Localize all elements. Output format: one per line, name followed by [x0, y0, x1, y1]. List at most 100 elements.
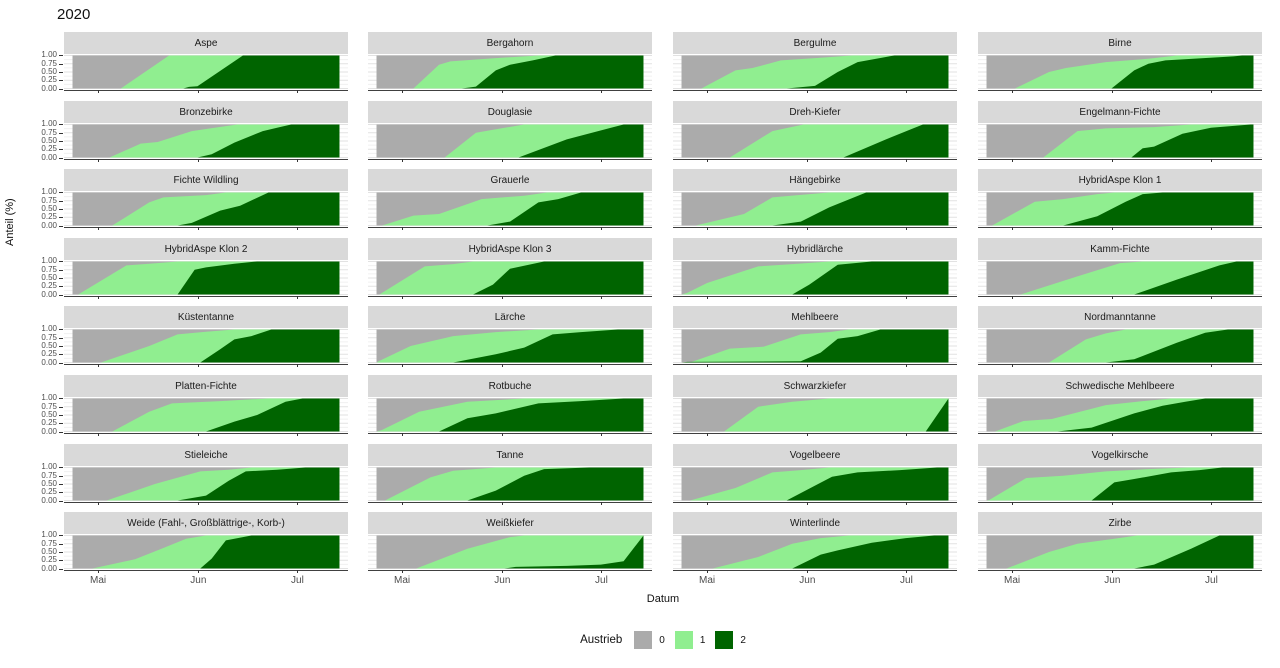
- x-tick: [402, 502, 404, 505]
- x-tick: [906, 159, 908, 162]
- y-tick: [59, 55, 63, 57]
- x-tick: [1211, 364, 1213, 367]
- facet: HybridAspe Klon 2 1.00 0.75 0.50 0.25 0.00: [41, 238, 348, 299]
- area-austrieb-2: [72, 467, 340, 501]
- facet: HybridAspe Klon 1: [978, 169, 1262, 230]
- x-tick: [502, 433, 504, 436]
- x-tick: [601, 570, 603, 573]
- y-tick-label: 0.00: [41, 220, 57, 230]
- y-tick-label: 0.25: [41, 555, 57, 565]
- facet-panel: [978, 328, 1262, 367]
- legend-entry: 0: [634, 631, 665, 649]
- x-tick: [707, 364, 709, 367]
- y-tick: [59, 225, 63, 227]
- facet: Vogelkirsche: [978, 444, 1262, 505]
- facet-title: HybridAspe Klon 2: [64, 238, 348, 260]
- y-tick-label: 0.50: [41, 136, 57, 145]
- facet-panel: Mai Jun Jul 1.00 0.75 0.50 0.25 0.00: [41, 531, 348, 586]
- facet-panel: Mai Jun Jul: [978, 534, 1262, 586]
- area-austrieb-2: [376, 124, 644, 158]
- area-austrieb-2: [986, 535, 1254, 569]
- y-tick: [59, 286, 63, 288]
- area-austrieb-2: [681, 192, 949, 226]
- facet: Zirbe Mai Jun Jul: [978, 512, 1262, 586]
- y-tick-label: 0.00: [41, 357, 57, 367]
- facet-panel: [368, 328, 652, 367]
- facet-panel: [368, 466, 652, 505]
- facet-title: Hybridlärche: [673, 238, 957, 260]
- facet-panel: 1.00 0.75 0.50 0.25 0.00: [41, 51, 348, 93]
- facet-title: Bronzebirke: [64, 101, 348, 123]
- y-tick: [59, 200, 63, 202]
- x-tick: [1112, 502, 1114, 505]
- y-tick: [59, 124, 63, 126]
- facet-panel: [368, 191, 652, 230]
- facet: HybridAspe Klon 3: [368, 238, 652, 299]
- legend-label: 1: [699, 634, 706, 646]
- x-tick: [198, 227, 200, 230]
- x-tick: [601, 502, 603, 505]
- y-tick-label: 0.25: [41, 281, 57, 291]
- x-tick: [1012, 296, 1014, 299]
- y-tick-label: 0.75: [41, 195, 57, 205]
- facet-panel: [978, 191, 1262, 230]
- x-tick: [297, 364, 299, 367]
- x-tick: [1112, 364, 1114, 367]
- area-austrieb-2: [681, 535, 949, 569]
- x-tick: [707, 159, 709, 162]
- y-tick: [59, 362, 63, 364]
- y-tick-label: 0.75: [41, 58, 57, 68]
- facet-panel: [978, 397, 1262, 436]
- facet-title: Rotbuche: [368, 375, 652, 397]
- y-tick-label: 0.50: [41, 273, 57, 282]
- x-tick: [1112, 159, 1114, 162]
- y-tick-label: 1.00: [41, 324, 57, 334]
- facet-panel: 1.00 0.75 0.50 0.25 0.00: [41, 463, 348, 505]
- x-tick: [402, 433, 404, 436]
- x-tick: [402, 90, 404, 93]
- x-tick: [297, 570, 299, 573]
- y-tick-label: 0.50: [41, 410, 57, 419]
- y-tick: [59, 149, 63, 151]
- x-tick: [198, 90, 200, 93]
- legend-entry: 1: [674, 631, 706, 649]
- y-tick-label: 0.00: [41, 495, 57, 505]
- x-tick: [707, 570, 709, 573]
- y-tick: [59, 278, 63, 279]
- area-austrieb-2: [986, 467, 1254, 501]
- legend-label: 2: [740, 634, 746, 646]
- x-tick: [297, 502, 299, 505]
- y-tick: [59, 261, 63, 263]
- y-tick: [59, 415, 63, 416]
- y-tick: [59, 484, 63, 485]
- facet: Stieleiche 1.00 0.75 0.50 0.25 0.00: [41, 444, 348, 505]
- y-tick-label: 1.00: [41, 187, 57, 197]
- facet: Schwedische Mehlbeere: [978, 375, 1262, 436]
- x-tick: [1211, 570, 1213, 573]
- y-tick-label: 0.75: [41, 538, 57, 548]
- facet: Winterlinde Mai Jun Jul: [673, 512, 957, 586]
- x-tick: [807, 570, 809, 573]
- area-austrieb-2: [72, 192, 340, 226]
- y-tick-label: 0.25: [41, 487, 57, 497]
- legend-swatch-1: [674, 631, 693, 649]
- facet-panel: [673, 328, 957, 367]
- facet-title: Küstentanne: [64, 306, 348, 328]
- y-tick-label: 0.25: [41, 144, 57, 154]
- y-tick-label: 1.00: [41, 462, 57, 472]
- x-tick: [906, 296, 908, 299]
- facet-title: Lärche: [368, 306, 652, 328]
- x-tick: [707, 433, 709, 436]
- facet: Küstentanne 1.00 0.75 0.50 0.25 0.00: [41, 306, 348, 367]
- y-tick: [59, 535, 63, 537]
- x-tick: [502, 502, 504, 505]
- x-tick: [98, 570, 100, 573]
- x-tick: [807, 227, 809, 230]
- x-tick: [297, 159, 299, 162]
- y-tick: [59, 80, 63, 82]
- area-austrieb-2: [72, 55, 340, 89]
- x-tick-label: Mai: [699, 575, 716, 586]
- x-tick: [502, 90, 504, 93]
- facet-title: Stieleiche: [64, 444, 348, 466]
- y-tick: [59, 543, 63, 545]
